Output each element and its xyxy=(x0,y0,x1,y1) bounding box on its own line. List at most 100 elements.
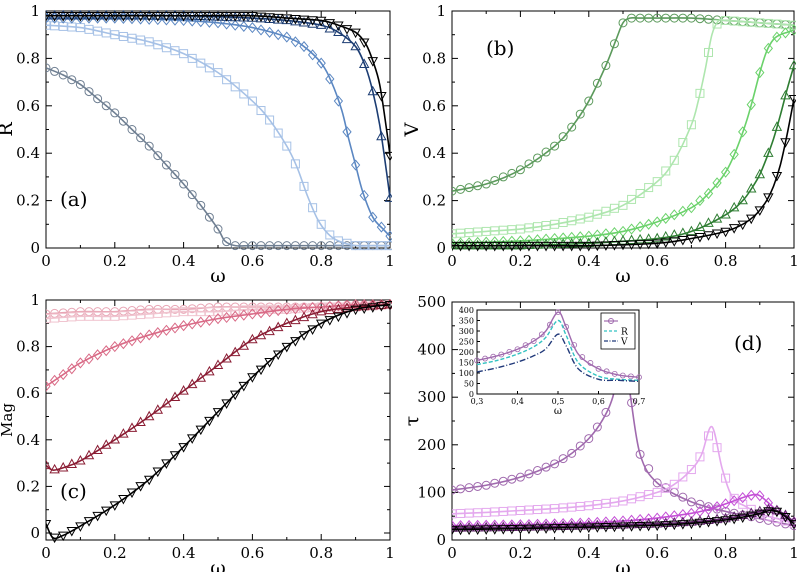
data-point xyxy=(515,472,525,482)
data-point xyxy=(480,241,492,252)
data-point xyxy=(754,509,766,520)
data-point xyxy=(763,503,774,514)
data-point xyxy=(455,241,466,252)
data-point xyxy=(50,21,60,31)
data-point xyxy=(367,299,379,310)
data-point xyxy=(635,13,645,23)
data-point xyxy=(686,465,696,475)
series-diamond xyxy=(452,24,796,249)
data-point xyxy=(669,510,679,522)
data-point xyxy=(533,505,542,515)
x-tick-label: 0.4 xyxy=(172,544,196,562)
x-tick-label: 0.8 xyxy=(309,544,333,562)
data-point xyxy=(58,70,68,80)
data-point xyxy=(651,517,663,528)
data-point xyxy=(83,12,95,22)
data-point xyxy=(135,416,146,427)
data-point xyxy=(179,307,189,317)
series-line xyxy=(452,65,795,247)
data-point xyxy=(549,238,560,249)
data-point xyxy=(489,521,500,532)
inset-data-point xyxy=(538,331,545,338)
x-tick-label: 0 xyxy=(447,544,457,562)
data-point xyxy=(239,89,249,99)
data-point xyxy=(298,311,310,322)
legend-marker xyxy=(608,318,614,324)
data-point xyxy=(523,521,535,531)
data-point xyxy=(746,511,757,522)
data-point xyxy=(456,484,466,494)
data-point xyxy=(333,303,344,314)
data-point xyxy=(635,492,645,502)
y-tick-label: 0 xyxy=(30,524,40,542)
data-point xyxy=(341,25,353,35)
data-point xyxy=(635,221,645,233)
data-point xyxy=(161,397,172,408)
data-point xyxy=(541,233,551,245)
data-point xyxy=(524,505,534,515)
data-point xyxy=(195,372,207,382)
data-point xyxy=(455,237,466,249)
data-point xyxy=(204,16,215,28)
data-point xyxy=(780,27,791,39)
data-point xyxy=(161,12,172,22)
data-point xyxy=(557,241,569,252)
data-point xyxy=(695,452,705,462)
data-point xyxy=(100,12,112,22)
data-point xyxy=(281,342,293,353)
data-point xyxy=(290,15,301,26)
data-point xyxy=(626,234,637,244)
data-point xyxy=(464,183,474,193)
data-point xyxy=(46,519,52,530)
data-point xyxy=(83,517,95,527)
data-point xyxy=(127,33,137,43)
data-point xyxy=(651,521,663,532)
data-point xyxy=(738,499,748,509)
data-point xyxy=(93,94,103,104)
data-point xyxy=(532,520,543,531)
data-point xyxy=(204,365,215,376)
x-tick-label: 1 xyxy=(789,544,799,562)
data-point xyxy=(221,352,232,363)
data-point xyxy=(472,519,483,531)
data-point xyxy=(754,168,766,179)
data-point xyxy=(333,236,343,246)
data-point xyxy=(600,522,612,533)
data-point xyxy=(480,525,492,535)
data-point xyxy=(617,518,629,529)
data-point xyxy=(126,488,138,499)
data-point xyxy=(118,311,128,321)
data-point xyxy=(187,307,197,317)
data-point xyxy=(298,331,310,341)
data-point xyxy=(532,241,543,252)
data-point xyxy=(567,122,577,132)
data-point xyxy=(256,106,266,116)
data-point xyxy=(532,518,543,530)
inset-data-point xyxy=(547,321,553,328)
data-point xyxy=(498,476,508,486)
data-point xyxy=(575,523,586,534)
data-point xyxy=(187,53,197,63)
data-point xyxy=(463,522,475,532)
data-point xyxy=(84,87,94,97)
data-point xyxy=(617,240,629,251)
data-point xyxy=(350,28,361,39)
x-tick-label: 0.8 xyxy=(714,544,738,562)
data-point xyxy=(550,219,560,229)
data-point xyxy=(464,228,474,238)
data-point xyxy=(186,378,198,389)
x-tick-label: 0.2 xyxy=(508,252,532,270)
x-axis-label: ω xyxy=(615,557,631,572)
legend-label: V xyxy=(620,338,628,348)
data-point xyxy=(737,194,748,205)
y-tick-label: 0 xyxy=(436,239,446,257)
data-point xyxy=(609,203,619,213)
data-point xyxy=(550,459,560,469)
data-point xyxy=(651,232,663,243)
data-point xyxy=(558,454,568,464)
data-point xyxy=(384,192,392,202)
data-point xyxy=(746,99,756,111)
data-point xyxy=(272,350,284,361)
data-point xyxy=(255,12,267,23)
